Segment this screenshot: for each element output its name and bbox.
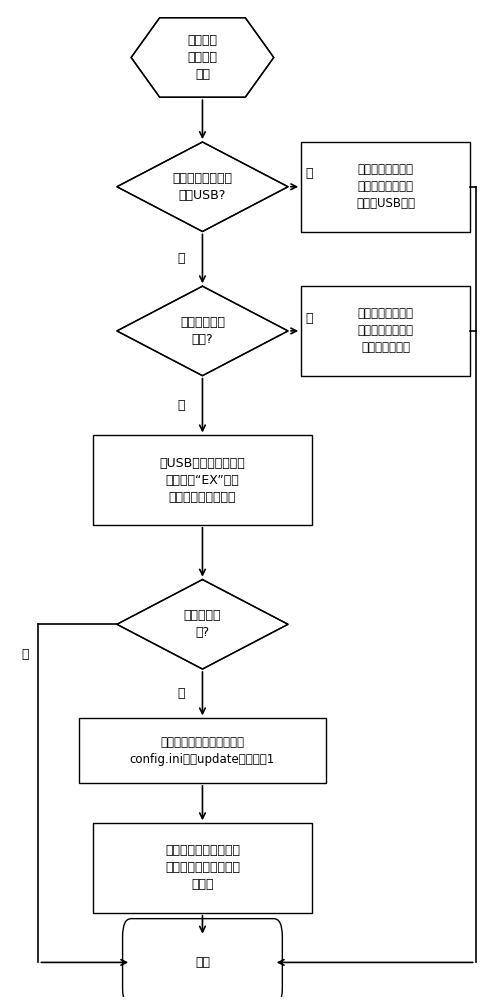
Text: 控制系统检查是否
插上USB?: 控制系统检查是否 插上USB?	[172, 172, 232, 202]
Text: 是: 是	[177, 252, 184, 265]
Text: 升级文件是否
完整?: 升级文件是否 完整?	[180, 316, 225, 346]
FancyBboxPatch shape	[122, 919, 282, 1000]
Bar	[300, 142, 469, 232]
Text: 否: 否	[305, 167, 312, 180]
Polygon shape	[117, 580, 288, 669]
Bar	[79, 718, 325, 783]
Text: 结束: 结束	[194, 956, 210, 969]
Text: 是: 是	[177, 687, 184, 700]
Bar	[93, 435, 311, 525]
Text: 人机交互
界面确认
更新: 人机交互 界面确认 更新	[187, 34, 217, 81]
Text: 否: 否	[21, 648, 29, 661]
Polygon shape	[117, 286, 288, 376]
Text: 是: 是	[177, 399, 184, 412]
Bar	[93, 823, 311, 913]
Polygon shape	[117, 142, 288, 232]
Text: 将USB中的升级文件添
加后缀名“EX”后复
制到运动控制板卡中: 将USB中的升级文件添 加后缀名“EX”后复 制到运动控制板卡中	[159, 457, 245, 504]
Text: 否: 否	[305, 312, 312, 325]
Text: 通知人机交互界面升级
准备完成，提示用户重
启系统: 通知人机交互界面升级 准备完成，提示用户重 启系统	[165, 844, 240, 891]
Bar	[300, 286, 469, 376]
Polygon shape	[131, 18, 273, 97]
Text: 通知人机交互界面
升级失败，并提示
升级文件不完整: 通知人机交互界面 升级失败，并提示 升级文件不完整	[357, 307, 413, 354]
Text: 将本地文件夹中的配置文件
config.ini中的update的値写为1: 将本地文件夹中的配置文件 config.ini中的update的値写为1	[130, 736, 275, 766]
Text: 通知人机交互界面
升级失败，并提示
未找到USB设备: 通知人机交互界面 升级失败，并提示 未找到USB设备	[355, 163, 414, 210]
Text: 复制是否成
功?: 复制是否成 功?	[183, 609, 221, 639]
